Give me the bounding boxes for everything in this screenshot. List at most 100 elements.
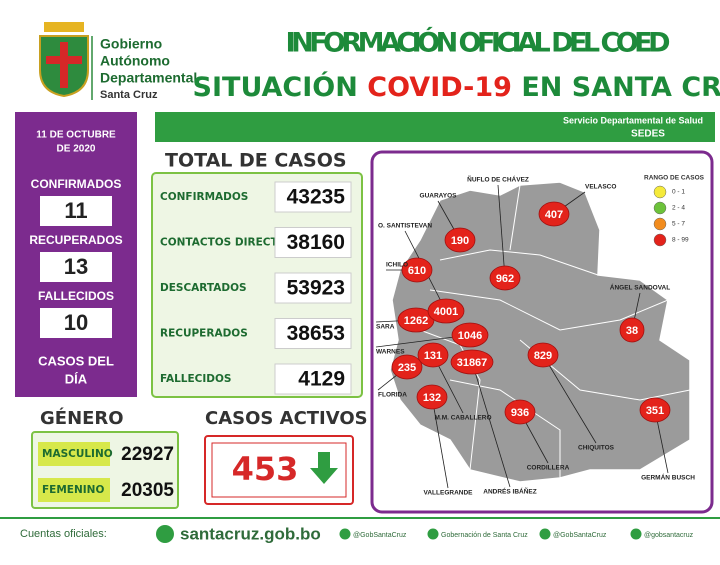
totals-value: 43235 bbox=[287, 186, 346, 209]
totals-label: CONFIRMADOS bbox=[160, 191, 248, 203]
region-marker[interactable] bbox=[416, 384, 448, 410]
region-value: 31867 bbox=[457, 357, 488, 369]
legend-title: RANGO DE CASOS bbox=[644, 175, 705, 182]
footer-site[interactable]: santacruz.gob.bo bbox=[180, 524, 321, 543]
footer-accounts: @GobSantaCruz Gobernación de Santa Cruz @G… bbox=[339, 528, 694, 540]
daily-label: RECUPERADOS bbox=[29, 233, 122, 247]
totals-title: TOTAL DE CASOS bbox=[165, 150, 347, 172]
region-name: VELASCO bbox=[585, 184, 616, 191]
region-name: VALLEGRANDE bbox=[424, 490, 474, 497]
leader-line bbox=[497, 184, 506, 279]
region-value: 962 bbox=[496, 273, 514, 285]
region-value: 190 bbox=[451, 235, 469, 247]
region-marker[interactable] bbox=[619, 317, 645, 343]
region-marker[interactable] bbox=[538, 201, 570, 227]
social-icon bbox=[539, 528, 551, 540]
region-name: ÁNGEL SANDOVAL bbox=[610, 283, 670, 292]
totals-value-box bbox=[274, 318, 352, 349]
legend-swatch bbox=[653, 201, 667, 215]
region-marker[interactable] bbox=[444, 227, 476, 253]
region-value: 936 bbox=[511, 407, 529, 419]
daily-caption: CASOS DEL bbox=[38, 353, 114, 368]
region-name: SARA bbox=[376, 324, 395, 331]
totals-label: CONTACTOS DIRECTOS bbox=[160, 237, 294, 249]
org-text: Gobierno bbox=[100, 36, 162, 52]
date: DE 2020 bbox=[57, 144, 96, 155]
region-name: CHIQUITOS bbox=[578, 445, 615, 452]
totals-value: 38653 bbox=[287, 322, 345, 345]
gender-rows: MASCULINO 22927 FEMENINO 20305 bbox=[38, 442, 174, 502]
totals-value-box bbox=[274, 181, 352, 213]
region-marker[interactable] bbox=[489, 265, 521, 291]
title-line: INFORMACIÓN OFICIAL DEL COED bbox=[286, 27, 671, 59]
region-marker[interactable] bbox=[401, 257, 433, 283]
region-marker[interactable] bbox=[451, 322, 489, 348]
legend-swatch bbox=[653, 185, 667, 199]
service-text: SEDES bbox=[631, 129, 665, 140]
region-marker[interactable] bbox=[639, 397, 671, 423]
coat-of-arms bbox=[39, 22, 89, 98]
region-name: GUARAYOS bbox=[420, 193, 458, 200]
gender-label: MASCULINO bbox=[42, 448, 113, 460]
region-value: 131 bbox=[424, 350, 442, 362]
totals-label: FALLECIDOS bbox=[160, 373, 231, 385]
social-account[interactable]: @GobSantaCruz bbox=[353, 532, 407, 539]
daily-box bbox=[40, 308, 112, 338]
legend-swatch bbox=[653, 233, 667, 247]
region-value: 407 bbox=[545, 209, 563, 221]
gender-label-bg bbox=[38, 478, 110, 502]
title-part: EN SANTA CRUZ bbox=[521, 72, 720, 103]
title-part: COVID-19 bbox=[367, 72, 512, 103]
region-marker[interactable] bbox=[391, 354, 423, 380]
daily-box bbox=[40, 252, 112, 282]
region-value: 1046 bbox=[458, 330, 482, 342]
region-name: FLORIDA bbox=[378, 392, 407, 399]
gender-title: GÉNERO bbox=[40, 407, 124, 429]
region-name: ICHILO bbox=[386, 262, 408, 269]
legend-label: 5 - 7 bbox=[672, 221, 685, 228]
daily-items: CONFIRMADOS 11 RECUPERADOS 13 FALLECIDOS 10 bbox=[29, 177, 123, 338]
service-band bbox=[155, 112, 715, 142]
region-value: 1262 bbox=[404, 315, 428, 327]
social-icon bbox=[427, 528, 439, 540]
down-arrow bbox=[310, 452, 338, 484]
region-value: 4001 bbox=[434, 306, 458, 318]
gender-label: FEMENINO bbox=[42, 484, 104, 496]
leader-line bbox=[542, 354, 597, 444]
region-marker[interactable] bbox=[427, 298, 465, 324]
social-account[interactable]: Gobernación de Santa Cruz bbox=[441, 532, 528, 539]
region-name: ANDRÉS IBÁÑEZ bbox=[483, 487, 536, 496]
social-icon bbox=[630, 528, 642, 540]
region-value: 235 bbox=[398, 362, 416, 374]
daily-caption: DÍA bbox=[65, 371, 88, 386]
social-account[interactable]: @gobsantacruz bbox=[644, 532, 694, 539]
region-marker[interactable] bbox=[417, 342, 449, 368]
legend: RANGO DE CASOS 0 - 1 2 - 4 5 - 7 8 - 99 bbox=[644, 175, 705, 247]
leader-line bbox=[471, 361, 511, 488]
gender-label-bg bbox=[38, 442, 110, 466]
footer-label: Cuentas oficiales: bbox=[20, 528, 107, 540]
region-name: O. SANTISTEVAN bbox=[378, 223, 432, 230]
daily-value: 11 bbox=[64, 198, 87, 223]
social-icon bbox=[339, 528, 351, 540]
region-name: CORDILLERA bbox=[527, 465, 570, 472]
gender-value: 22927 bbox=[121, 444, 174, 465]
daily-label: FALLECIDOS bbox=[38, 289, 114, 303]
region-marker[interactable] bbox=[450, 349, 494, 375]
region-value: 610 bbox=[408, 265, 426, 277]
department-map bbox=[389, 181, 691, 483]
totals-value-box bbox=[274, 272, 352, 304]
date: 11 DE OCTUBRE bbox=[36, 130, 116, 141]
globe-icon bbox=[156, 525, 174, 543]
legend-label: 8 - 99 bbox=[672, 237, 689, 244]
region-value: 351 bbox=[646, 405, 664, 417]
social-account[interactable]: @GobSantaCruz bbox=[553, 532, 607, 539]
region-name: M.M. CABALLERO bbox=[434, 415, 491, 422]
region-name: GERMÁN BUSCH bbox=[641, 473, 695, 482]
region-value: 38 bbox=[626, 325, 638, 337]
daily-value: 10 bbox=[64, 310, 88, 335]
region-marker[interactable] bbox=[527, 342, 559, 368]
region-marker[interactable] bbox=[504, 399, 536, 425]
org-text: Autónomo bbox=[100, 53, 170, 69]
